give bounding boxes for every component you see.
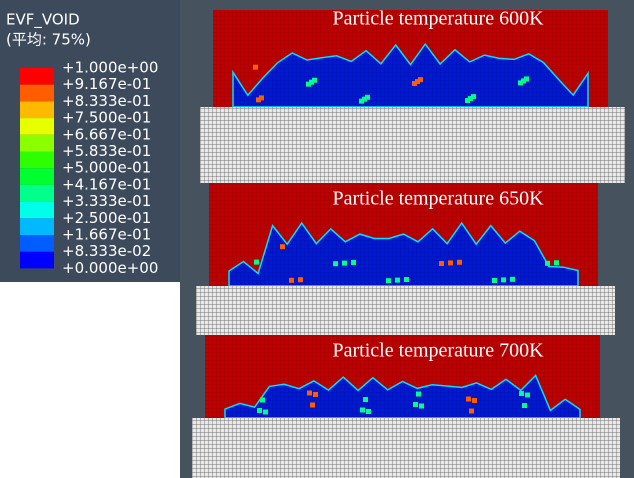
- legend-swatch: [20, 101, 54, 118]
- particle-spot: [554, 260, 559, 265]
- particle-spot: [280, 244, 285, 249]
- particle-spot: [519, 391, 524, 396]
- legend-label: +9.167e-01: [62, 75, 151, 93]
- particle-spot: [416, 392, 421, 397]
- particle-spot: [313, 392, 318, 397]
- particle-spot: [254, 260, 259, 265]
- particle-spot: [413, 402, 418, 407]
- particle-spot: [510, 277, 515, 282]
- particle-spot: [492, 278, 497, 283]
- legend-title: EVF_VOID: [6, 11, 80, 30]
- legend-label: +3.333e-01: [62, 192, 151, 210]
- particle-spot: [333, 261, 338, 266]
- legend-label: +2.500e-01: [62, 209, 151, 227]
- particle-spot: [418, 77, 423, 82]
- particle-spot: [469, 409, 474, 414]
- particle-spot: [342, 261, 347, 266]
- particle-spot: [312, 78, 317, 83]
- substrate-mesh: [196, 286, 615, 335]
- legend-label: +1.000e+00: [62, 59, 158, 77]
- legend-swatch: [20, 218, 54, 235]
- particle-spot: [257, 408, 262, 413]
- particle-spot: [363, 397, 368, 402]
- particle-spot: [472, 398, 477, 403]
- particle-spot: [395, 278, 400, 283]
- particle-spot: [545, 261, 550, 266]
- legend-swatch: [20, 235, 54, 252]
- particle-spot: [310, 403, 315, 408]
- particle-spot: [263, 410, 268, 415]
- particle-spot: [366, 409, 371, 414]
- legend-swatch: [20, 252, 54, 269]
- particle-spot: [466, 397, 471, 402]
- particle-spot: [524, 76, 529, 81]
- legend-swatch: [20, 185, 54, 202]
- legend-label: +1.667e-01: [62, 226, 151, 244]
- legend-label: +0.000e+00: [62, 259, 158, 277]
- legend-label: +8.333e-01: [62, 92, 151, 110]
- legend-swatch: [20, 135, 54, 152]
- particle-spot: [289, 278, 294, 283]
- legend-label: +4.167e-01: [62, 175, 151, 193]
- substrate-mesh: [200, 107, 625, 183]
- legend-label: +8.333e-02: [62, 242, 151, 260]
- particle-spot: [501, 277, 506, 282]
- figure: EVF_VOID (平均: 75%) Particle temperature …: [0, 0, 634, 478]
- panel-title: Particle temperature 600K: [332, 8, 544, 30]
- particle-spot: [351, 260, 356, 265]
- particle-spot: [522, 403, 527, 408]
- particle-spot: [525, 393, 530, 398]
- particle-spot: [448, 260, 453, 265]
- particle-spot: [259, 95, 264, 100]
- particle-spot: [365, 95, 370, 100]
- substrate-mesh: [192, 418, 620, 478]
- particle-spot: [253, 65, 258, 70]
- legend-subtitle: (平均: 75%): [6, 31, 91, 49]
- legend-swatch: [20, 202, 54, 219]
- legend-swatch: [20, 85, 54, 102]
- particle-spot: [419, 404, 424, 409]
- panel-title: Particle temperature 700K: [332, 340, 544, 362]
- particle-spot: [307, 391, 312, 396]
- legend-label: +5.833e-01: [62, 142, 151, 160]
- legend-label: +6.667e-01: [62, 125, 151, 143]
- particle-spot: [404, 277, 409, 282]
- legend-swatch: [20, 68, 54, 85]
- legend-label: +7.500e-01: [62, 109, 151, 127]
- panel-title: Particle temperature 650K: [332, 188, 544, 210]
- particle-spot: [298, 277, 303, 282]
- particle-spot: [439, 261, 444, 266]
- legend-swatch: [20, 152, 54, 169]
- particle-spot: [360, 408, 365, 413]
- legend-swatch: [20, 118, 54, 135]
- particle-spot: [260, 398, 265, 403]
- particle-spot: [457, 260, 462, 265]
- particle-spot: [471, 94, 476, 99]
- legend-label: +5.000e-01: [62, 159, 151, 177]
- legend-swatch: [20, 168, 54, 185]
- particle-spot: [386, 278, 391, 283]
